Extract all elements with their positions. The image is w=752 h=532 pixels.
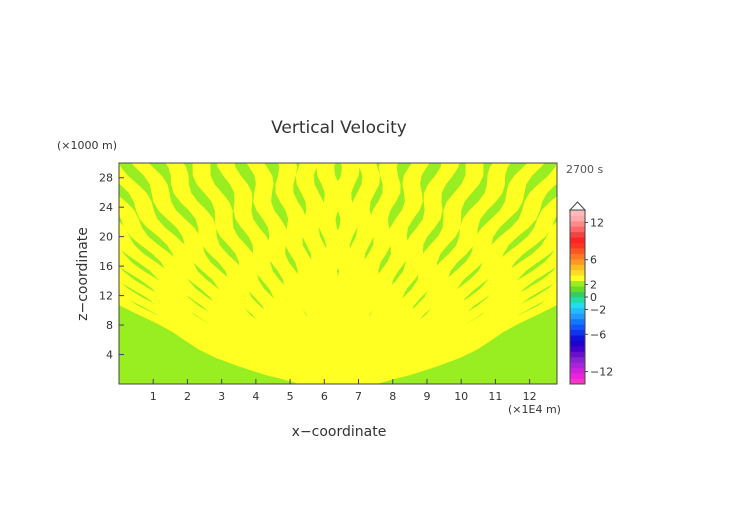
x-tick-label: 5 bbox=[287, 390, 294, 403]
colorbar-segment bbox=[570, 286, 585, 292]
velocity-band bbox=[340, 163, 545, 384]
colorbar-segment bbox=[570, 291, 585, 298]
colorbar-segment bbox=[570, 226, 585, 233]
colorbar-segment bbox=[570, 378, 585, 385]
colorbar-segment bbox=[570, 220, 585, 227]
colorbar-segment bbox=[570, 324, 585, 331]
colorbar-tick-label: 12 bbox=[590, 216, 604, 229]
colorbar-segment bbox=[570, 237, 585, 244]
chart-title: Vertical Velocity bbox=[271, 118, 407, 138]
colorbar-tick-label: 0 bbox=[590, 291, 597, 304]
colorbar-segment bbox=[570, 340, 585, 347]
x-unit-label: (×1E4 m) bbox=[508, 403, 561, 416]
colorbar-segment bbox=[570, 373, 585, 379]
velocity-band bbox=[337, 163, 460, 384]
colorbar-segment bbox=[570, 269, 585, 276]
colorbar-segment bbox=[570, 329, 585, 336]
velocity-band bbox=[246, 163, 345, 384]
colorbar-segment bbox=[570, 231, 585, 238]
colorbar-tick-label: 6 bbox=[590, 254, 597, 267]
colorbar: 12 6 20−2 −6 −12 bbox=[568, 201, 613, 385]
colorbar-segment bbox=[570, 248, 585, 254]
colorbar-tick-label: −6 bbox=[590, 328, 606, 341]
x-axis: 1 2 3 4 5 6 7 8 9 10 11 12 bbox=[150, 379, 537, 403]
x-tick-label: 11 bbox=[488, 390, 502, 403]
colorbar-segment bbox=[570, 345, 585, 352]
colorbar-segment bbox=[570, 356, 585, 363]
colorbar-segment bbox=[570, 210, 585, 216]
x-tick-label: 2 bbox=[184, 390, 191, 403]
x-tick-label: 6 bbox=[321, 390, 328, 403]
colorbar-tick-label: 2 bbox=[590, 279, 597, 292]
velocity-band bbox=[295, 163, 343, 384]
colorbar-segment bbox=[570, 280, 585, 287]
velocity-bands bbox=[119, 163, 557, 384]
colorbar-segment bbox=[570, 275, 585, 282]
plot-area bbox=[119, 163, 557, 384]
colorbar-extend-arrow bbox=[568, 201, 587, 211]
y-tick-label: 4 bbox=[106, 349, 113, 362]
y-axis-title: z−coordinate bbox=[75, 227, 91, 321]
velocity-band bbox=[333, 163, 381, 384]
colorbar-segment bbox=[570, 264, 585, 271]
y-unit-label: (×1000 m) bbox=[57, 139, 117, 152]
y-tick-label: 8 bbox=[106, 319, 113, 332]
velocity-band bbox=[275, 163, 343, 384]
colorbar-segment bbox=[570, 335, 585, 341]
colorbar-segment bbox=[570, 302, 585, 309]
x-tick-label: 4 bbox=[252, 390, 259, 403]
y-tick-label: 24 bbox=[99, 201, 113, 214]
velocity-band bbox=[340, 163, 511, 384]
velocity-band bbox=[331, 163, 430, 384]
colorbar-segment bbox=[570, 215, 585, 222]
y-tick-label: 20 bbox=[99, 231, 113, 244]
colorbar-segment bbox=[570, 351, 585, 358]
x-tick-label: 12 bbox=[523, 390, 537, 403]
x-tick-label: 8 bbox=[389, 390, 396, 403]
colorbar-tick-label: −2 bbox=[590, 303, 606, 316]
x-tick-label: 1 bbox=[150, 390, 157, 403]
colorbar-segment bbox=[570, 242, 585, 249]
velocity-band bbox=[192, 163, 333, 384]
x-tick-label: 10 bbox=[454, 390, 468, 403]
plot-frame bbox=[118, 162, 558, 385]
x-tick-label: 3 bbox=[218, 390, 225, 403]
colorbar-segment bbox=[570, 367, 585, 374]
colorbar-segment bbox=[570, 307, 585, 314]
colorbar-tick-label: −12 bbox=[590, 366, 613, 379]
velocity-band bbox=[333, 163, 401, 384]
time-label: 2700 s bbox=[566, 163, 603, 176]
colorbar-segment bbox=[570, 362, 585, 369]
colorbar-segment bbox=[570, 297, 585, 303]
y-tick-label: 16 bbox=[99, 260, 113, 273]
x-tick-label: 7 bbox=[355, 390, 362, 403]
y-tick-label: 12 bbox=[99, 290, 113, 303]
x-axis-title: x−coordinate bbox=[292, 424, 387, 440]
colorbar-segment bbox=[570, 258, 585, 265]
colorbar-segment bbox=[570, 318, 585, 325]
colorbar-segment bbox=[570, 313, 585, 320]
velocity-band bbox=[343, 163, 484, 384]
colorbar-segment bbox=[570, 253, 585, 260]
velocity-band bbox=[165, 163, 336, 384]
y-axis: 4 8 12 16 20 24 28 bbox=[99, 172, 124, 362]
y-tick-label: 28 bbox=[99, 172, 113, 185]
velocity-band bbox=[131, 163, 336, 384]
x-tick-label: 9 bbox=[423, 390, 430, 403]
velocity-band bbox=[216, 163, 339, 384]
